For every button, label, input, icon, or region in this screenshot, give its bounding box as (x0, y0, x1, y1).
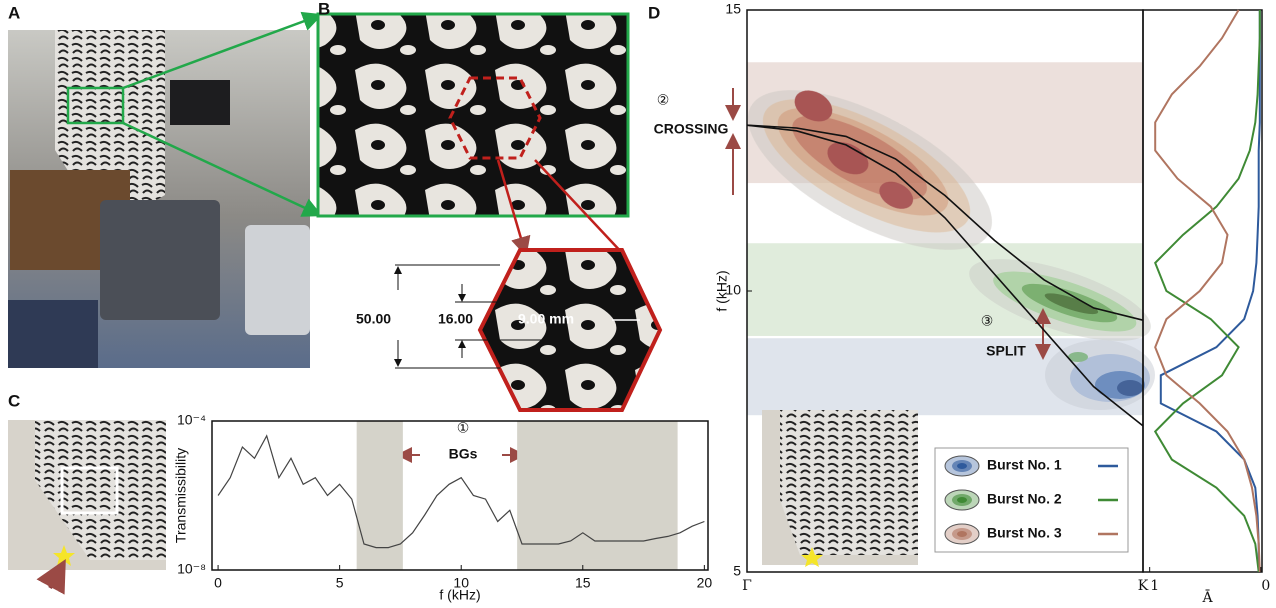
x-axis-label: f (kHz) (439, 587, 480, 603)
figure: 50.00 16.00 9.00 mm (0, 0, 1276, 608)
x-tick-label: 5 (336, 575, 344, 591)
y-tick-label: 5 (733, 563, 741, 579)
y-tick-label: 10⁻⁸ (177, 561, 206, 577)
x-axis-label: Ā (1201, 588, 1213, 606)
panel-label: D (648, 3, 660, 22)
x-tick-label: 20 (697, 575, 713, 591)
x-tick-label: K (1138, 578, 1149, 594)
legend-label: Burst No. 2 (987, 491, 1062, 507)
annotation: CROSSING (654, 121, 729, 137)
x-tick-label: 15 (575, 575, 591, 591)
legend-label: Burst No. 3 (987, 525, 1062, 541)
annotation: SPLIT (986, 343, 1026, 359)
photo-a (8, 30, 310, 368)
x-tick-label: 0 (214, 575, 222, 591)
legend-icon (957, 463, 967, 469)
legend-icon (957, 497, 967, 503)
panel-label: C (8, 391, 20, 410)
y-axis-label: Transmissibility (173, 448, 189, 543)
legend-label: Burst No. 1 (987, 457, 1062, 473)
dimension: 16.00 (438, 311, 473, 327)
panel-label: A (8, 3, 20, 22)
x-tick-label: Γ (742, 578, 752, 594)
dimension: 50.00 (356, 311, 391, 327)
y-tick-label: 15 (725, 1, 741, 17)
x-tick-label: 0 (1261, 578, 1270, 594)
y-tick-label: 10⁻⁴ (177, 412, 206, 428)
annotation: BGs (449, 446, 478, 462)
unit-cell (395, 250, 660, 410)
plot-frame (1143, 10, 1262, 572)
panel-label: B (318, 0, 330, 18)
series-line (1161, 10, 1260, 572)
annotation: ③ (981, 313, 994, 329)
band (517, 421, 677, 570)
legend: Burst No. 1 Burst No. 2 Burst No. 3 (935, 448, 1128, 552)
series-line (1155, 10, 1260, 572)
annotation: ① (457, 420, 470, 436)
annotation: ② (657, 92, 670, 108)
y-axis-label: f (kHz) (714, 270, 730, 311)
x-tick-label: 1 (1150, 578, 1159, 594)
photo-c (8, 420, 166, 588)
legend-icon (957, 531, 967, 537)
photo-d (762, 410, 918, 567)
photo-b (318, 14, 628, 216)
dimension: 9.00 mm (518, 311, 574, 327)
